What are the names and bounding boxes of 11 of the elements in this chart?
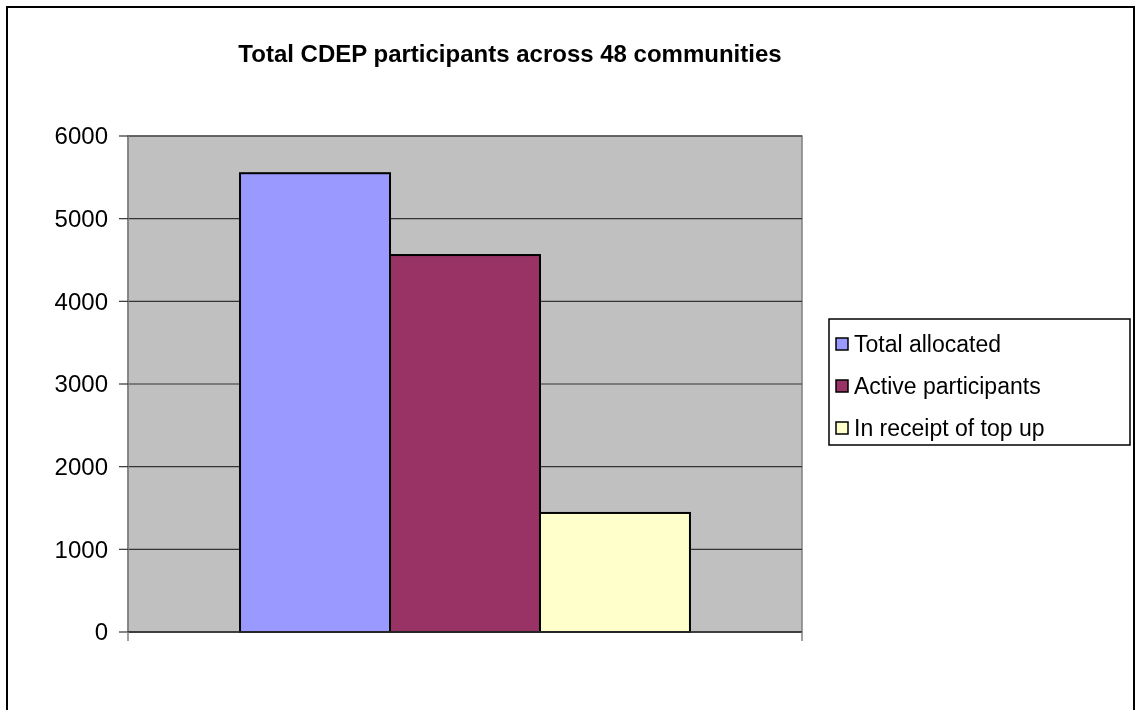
- y-tick-label: 4000: [54, 287, 108, 315]
- y-tick-label: 1000: [54, 535, 108, 563]
- legend-label: Total allocated: [854, 331, 1002, 358]
- legend-label: Active participants: [854, 373, 1041, 400]
- chart-title: Total CDEP participants across 48 communities: [238, 40, 782, 67]
- y-tick-label: 0: [94, 618, 108, 646]
- legend-label: In receipt of top up: [854, 415, 1045, 442]
- y-tick-label: 3000: [54, 370, 108, 398]
- y-tick-label: 5000: [54, 205, 108, 233]
- y-tick-label: 6000: [54, 122, 108, 150]
- y-tick-label: 2000: [54, 453, 108, 481]
